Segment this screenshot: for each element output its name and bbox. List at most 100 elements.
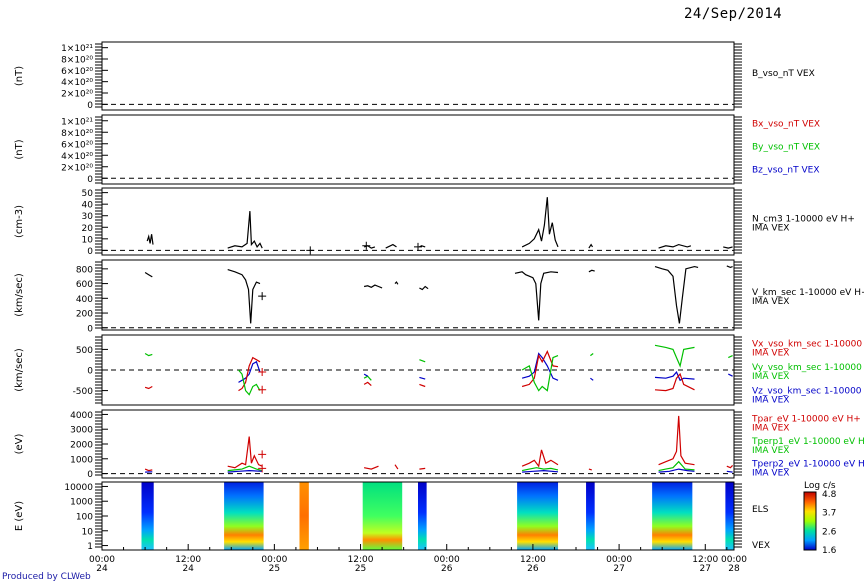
series-line bbox=[658, 415, 695, 466]
y-tick-label: 2×10²⁰ bbox=[61, 163, 93, 173]
series-line bbox=[419, 383, 426, 388]
series-line bbox=[658, 460, 695, 472]
panel-frame bbox=[101, 114, 735, 185]
y-tick-label: 2×10²⁰ bbox=[61, 90, 93, 100]
spectrogram-block bbox=[517, 482, 559, 550]
series-line bbox=[363, 465, 379, 470]
series-legend-label: IMA VEX bbox=[752, 446, 789, 456]
series-line bbox=[227, 211, 263, 249]
y-tick-label: 0 bbox=[87, 175, 93, 185]
series-line bbox=[227, 465, 263, 472]
data-marker bbox=[258, 464, 267, 473]
series-line bbox=[654, 265, 699, 324]
y-tick-label: 20 bbox=[82, 224, 94, 234]
series-line bbox=[654, 370, 695, 382]
series-line bbox=[521, 352, 559, 381]
series-line bbox=[385, 243, 397, 249]
spectrogram-block bbox=[224, 482, 264, 550]
data-marker bbox=[306, 246, 315, 255]
series-line bbox=[144, 385, 153, 390]
y-tick-label: 1×10²¹ bbox=[61, 117, 93, 127]
panel-temperature: 4000 3000 2000 1000 0 (eV) Tpar_eV 1-10000 eV … bbox=[14, 409, 864, 480]
series-line bbox=[728, 355, 733, 359]
series-line bbox=[726, 265, 733, 269]
series-line bbox=[419, 359, 426, 363]
y-tick-label: -500 bbox=[73, 387, 94, 397]
y-axis-label: (km/sec) bbox=[14, 273, 25, 317]
x-tick-label: 00:00 bbox=[261, 555, 287, 565]
y-tick-label: 1 bbox=[87, 542, 93, 552]
series-legend-label: IMA VEX bbox=[752, 423, 789, 433]
series-line bbox=[419, 376, 426, 380]
series-legend-label: IMA VEX bbox=[752, 297, 789, 307]
y-tick-label: 6×10²⁰ bbox=[61, 67, 93, 77]
x-tick-label: 00:00 bbox=[434, 555, 460, 565]
series-line bbox=[363, 284, 383, 289]
series-line bbox=[227, 469, 263, 473]
series-legend-label: Vx_vso_km_sec 1-10000 bbox=[752, 340, 862, 350]
series-legend-label: IMA VEX bbox=[752, 395, 789, 405]
series-line bbox=[728, 373, 733, 377]
y-tick-label: 10000 bbox=[64, 483, 93, 493]
panel-frame bbox=[101, 41, 735, 111]
y-tick-label: 0 bbox=[87, 247, 93, 257]
x-tick-label: 28 bbox=[728, 564, 740, 574]
panel-frame bbox=[101, 259, 735, 331]
x-tick-label: 25 bbox=[269, 564, 280, 574]
series-line bbox=[521, 467, 559, 472]
x-tick-label: 12:00 bbox=[175, 555, 201, 565]
series-line bbox=[227, 436, 263, 469]
spectrogram-block bbox=[362, 482, 403, 550]
series-line bbox=[394, 281, 399, 285]
y-tick-label: 600 bbox=[76, 280, 93, 290]
y-axis-label: (nT) bbox=[14, 66, 25, 86]
series-legend-label: Vz_vso_km_sec 1-10000 bbox=[752, 386, 862, 396]
series-line bbox=[238, 360, 261, 383]
x-tick-label: 26 bbox=[527, 564, 539, 574]
y-tick-label: 4×10²⁰ bbox=[61, 78, 93, 88]
series-legend-label: V_km_sec 1-10000 eV H+ bbox=[752, 288, 864, 298]
y-tick-label: 0 bbox=[87, 367, 93, 377]
panel-frame bbox=[101, 187, 735, 256]
y-tick-label: 100 bbox=[76, 513, 93, 523]
series-line bbox=[144, 468, 153, 472]
x-tick-label: 00:00 bbox=[89, 555, 115, 565]
y-tick-label: 50 bbox=[82, 189, 94, 199]
series-legend-label: VEX bbox=[752, 541, 770, 551]
x-tick-label: 27 bbox=[700, 564, 711, 574]
y-tick-label: 1000 bbox=[70, 498, 93, 508]
series-legend-label: Tpar_eV 1-10000 eV H+ bbox=[751, 414, 861, 424]
y-tick-label: 500 bbox=[76, 346, 93, 356]
y-tick-label: 2000 bbox=[70, 441, 93, 451]
colorbar-title: Log c/s bbox=[804, 481, 836, 491]
produced-by-label: Produced by CLWeb bbox=[2, 572, 91, 582]
series-line bbox=[522, 469, 559, 473]
x-tick-label: 24 bbox=[182, 564, 194, 574]
series-legend-label: Tperp2_eV 1-10000 eV H+ bbox=[751, 460, 864, 470]
series-line bbox=[726, 464, 734, 469]
series-line bbox=[590, 377, 594, 381]
series-line bbox=[238, 369, 261, 396]
spectrogram-block bbox=[418, 482, 427, 550]
colorbar-tick-label: 4.8 bbox=[822, 490, 837, 500]
y-tick-label: 0 bbox=[87, 324, 93, 334]
colorbar-tick-label: 2.6 bbox=[822, 527, 837, 537]
series-legend-label: By_vso_nT VEX bbox=[752, 143, 820, 153]
series-legend-label: B_vso_nT VEX bbox=[752, 69, 815, 79]
x-tick-label: 00:00 bbox=[721, 555, 747, 565]
series-line bbox=[144, 271, 153, 278]
y-axis-label: (cm-3) bbox=[14, 205, 25, 238]
y-tick-label: 8×10²⁰ bbox=[61, 56, 93, 66]
series-legend-label: IMA VEX bbox=[752, 469, 789, 479]
series-line bbox=[227, 269, 261, 324]
x-tick-label: 12:00 bbox=[520, 555, 546, 565]
panel-velocity: 800 600 400 200 0 (km/sec) V_km_sec 1-10000 eV… bbox=[14, 259, 864, 334]
series-line bbox=[419, 467, 426, 470]
x-tick-label: 24 bbox=[96, 564, 108, 574]
y-tick-label: 0 bbox=[87, 470, 93, 480]
x-tick-label: 27 bbox=[613, 564, 624, 574]
